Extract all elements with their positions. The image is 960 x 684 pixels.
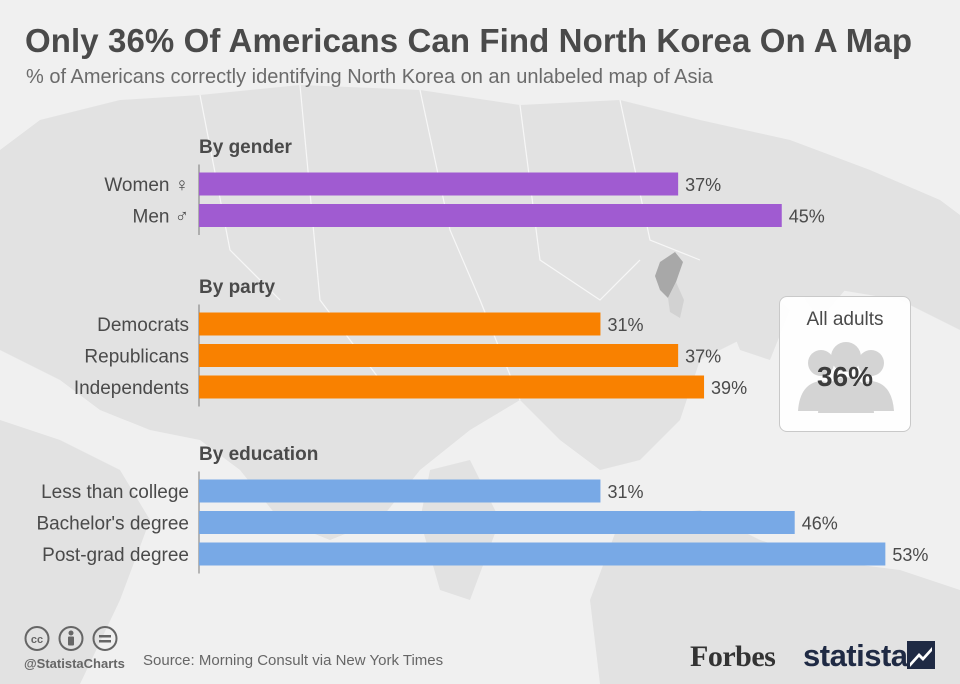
cc-icon (24, 626, 50, 651)
bar (199, 375, 705, 399)
attribution-icon (58, 626, 84, 651)
all-adults-label: All adults (806, 309, 884, 330)
bar (199, 344, 679, 367)
value-label: 31% (607, 482, 643, 502)
bar (199, 542, 886, 566)
people-icon (798, 342, 894, 413)
bar (199, 204, 782, 227)
group-title: By party (199, 277, 275, 298)
bar (199, 172, 679, 196)
all-adults-box: All adults 36% (779, 296, 911, 432)
statista-handle: @StatistaCharts (24, 656, 125, 671)
category-label: Democrats (97, 315, 189, 336)
category-label: Republicans (84, 347, 189, 368)
value-label: 46% (802, 514, 838, 534)
category-label: Independents (74, 378, 189, 399)
category-label: Bachelor's degree (36, 514, 189, 535)
category-label: Less than college (41, 482, 189, 503)
license-icons: cc (24, 626, 118, 651)
north-korea-highlight (655, 252, 683, 298)
category-label: Post-grad degree (42, 545, 189, 566)
page-title: Only 36% Of Americans Can Find North Kor… (25, 22, 913, 59)
value-label: 45% (789, 207, 825, 227)
group-title: By gender (199, 137, 293, 158)
statista-logo: statista (803, 638, 908, 673)
forbes-logo: Forbes (690, 640, 776, 673)
no-derivatives-icon (92, 626, 118, 651)
all-adults-value: 36% (816, 361, 874, 392)
value-label: 53% (892, 545, 928, 565)
statista-logo-icon (907, 641, 935, 669)
bar (199, 312, 601, 336)
source-note: Source: Morning Consult via New York Tim… (143, 652, 444, 669)
value-label: 37% (685, 175, 721, 195)
category-label: Women ♀ (104, 175, 189, 196)
value-label: 37% (685, 347, 721, 367)
page-subtitle: % of Americans correctly identifying Nor… (26, 66, 714, 88)
value-label: 39% (711, 378, 747, 398)
value-label: 31% (607, 315, 643, 335)
category-label: Men ♂ (133, 207, 190, 228)
group-title: By education (199, 444, 318, 465)
bar (199, 511, 795, 534)
bar (199, 479, 601, 503)
svg-text:cc: cc (31, 634, 43, 646)
